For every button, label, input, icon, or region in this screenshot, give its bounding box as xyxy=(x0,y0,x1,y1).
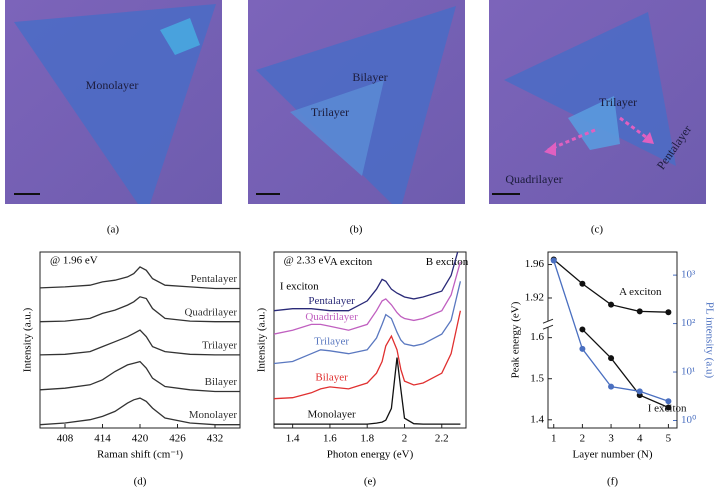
series-label: Quadrilayer xyxy=(184,306,237,318)
layer-label: Trilayer xyxy=(311,105,349,119)
caption: (c) xyxy=(591,224,604,236)
caption: (d) xyxy=(134,476,147,488)
x-tick-label: 432 xyxy=(207,433,224,445)
y2-axis-label: PL intensity (a.u) xyxy=(703,302,715,379)
data-point xyxy=(665,398,672,405)
data-point xyxy=(608,301,615,308)
x-tick-label: 5 xyxy=(666,433,672,445)
y2-tick-label: 10¹ xyxy=(681,366,695,378)
x-tick-label: 426 xyxy=(169,433,186,445)
layer-label: Monolayer xyxy=(86,78,139,92)
x-tick-label: 2.2 xyxy=(435,433,449,445)
series-line xyxy=(40,329,240,356)
caption: (b) xyxy=(350,224,363,236)
chart: 408 414 420 426 432 Raman shift (cm⁻¹) Intensi… xyxy=(22,251,241,488)
y-tick-label: 1.96 xyxy=(525,258,545,270)
plot-frame xyxy=(273,251,467,429)
data-point xyxy=(608,383,615,390)
layer-label: Bilayer xyxy=(352,70,387,84)
annotation: @ 1.96 eV xyxy=(50,254,98,266)
x-tick-label: 2 xyxy=(402,433,408,445)
x-tick-label: 4 xyxy=(637,433,643,445)
micrograph-c: Trilayer Quadrilayer Pentalayer xyxy=(489,0,706,204)
annotation: @ 2.33 eV xyxy=(284,254,332,266)
data-point xyxy=(579,326,586,333)
data-point xyxy=(636,308,643,315)
x-axis-label: Layer number (N) xyxy=(572,449,652,461)
series-line xyxy=(40,360,240,393)
annotation: B exciton xyxy=(426,256,469,268)
chart: 1 2 3 4 5 1.4 1.5 1.6 1.92 1.96 10⁰ 10¹ 10² 10³ Layer … xyxy=(510,251,715,488)
y-tick-label: 1.4 xyxy=(530,413,544,425)
series-label: Trilayer xyxy=(202,339,237,351)
series-label: Pentalayer xyxy=(308,295,355,307)
series-label: Bilayer xyxy=(315,371,348,383)
y-axis-label: Peak energy (eV) xyxy=(510,301,522,378)
caption: (e) xyxy=(364,476,377,488)
data-point xyxy=(579,280,586,287)
y2-tick-label: 10² xyxy=(681,317,696,329)
data-point xyxy=(550,257,557,264)
series-line xyxy=(40,296,240,323)
series-line xyxy=(40,397,240,426)
annotation: A exciton xyxy=(330,256,373,268)
series-label: A exciton xyxy=(619,286,662,298)
x-tick-label: 414 xyxy=(94,433,111,445)
x-tick-label: 3 xyxy=(608,433,614,445)
y-tick-label: 1.92 xyxy=(525,292,544,304)
data-point xyxy=(579,345,586,352)
series-label: Monolayer xyxy=(307,409,356,421)
plot-frame xyxy=(547,251,678,429)
series-label: Monolayer xyxy=(189,409,238,421)
y2-tick-label: 10³ xyxy=(681,269,696,281)
axis-break-mark xyxy=(542,324,554,330)
caption: (a) xyxy=(107,224,120,236)
x-axis-label: Raman shift (cm⁻¹) xyxy=(97,449,183,461)
y2-tick-label: 10⁰ xyxy=(681,414,697,426)
series-label: Pentalayer xyxy=(191,273,238,285)
annotation: I exciton xyxy=(280,281,319,293)
chart: 1.4 1.6 1.8 2 2.2 Photon energy (eV) Intensity… xyxy=(256,251,469,488)
y-tick-label: 1.5 xyxy=(530,372,544,384)
micrograph-a: Monolayer xyxy=(5,0,222,204)
x-tick-label: 1.4 xyxy=(286,433,300,445)
x-tick-label: 1 xyxy=(551,433,557,445)
axis-break-mark xyxy=(542,318,554,324)
y-tick-label: 1.6 xyxy=(530,331,544,343)
caption: (f) xyxy=(607,476,618,488)
y-axis-label: Intensity (a.u.) xyxy=(22,307,34,372)
series-line xyxy=(581,328,669,409)
series-line xyxy=(274,261,462,335)
axis-break xyxy=(544,321,552,328)
series-label: I exciton xyxy=(648,403,687,415)
data-point xyxy=(665,309,672,316)
series-label: Trilayer xyxy=(314,335,349,347)
x-tick-label: 2 xyxy=(580,433,586,445)
series-line xyxy=(274,281,462,365)
series-line xyxy=(553,260,669,402)
layer-label: Trilayer xyxy=(599,95,637,109)
layer-label: Quadrilayer xyxy=(505,172,562,186)
x-tick-label: 408 xyxy=(57,433,74,445)
series-line xyxy=(40,266,240,290)
data-point xyxy=(608,355,615,362)
series-line xyxy=(274,310,462,400)
series-line xyxy=(274,357,461,425)
x-tick-label: 1.8 xyxy=(360,433,374,445)
series-label: Bilayer xyxy=(205,376,238,388)
y-axis-label: Intensity (a.u.) xyxy=(256,307,268,372)
x-tick-label: 1.6 xyxy=(323,433,337,445)
data-point xyxy=(636,388,643,395)
micrograph-b: Bilayer Trilayer xyxy=(248,0,465,204)
x-axis-label: Photon energy (eV) xyxy=(327,449,414,461)
data-point xyxy=(665,404,672,411)
series-line xyxy=(274,252,459,312)
x-tick-label: 420 xyxy=(132,433,149,445)
plot-frame xyxy=(39,251,241,429)
series-label: Quadrilayer xyxy=(305,311,358,323)
